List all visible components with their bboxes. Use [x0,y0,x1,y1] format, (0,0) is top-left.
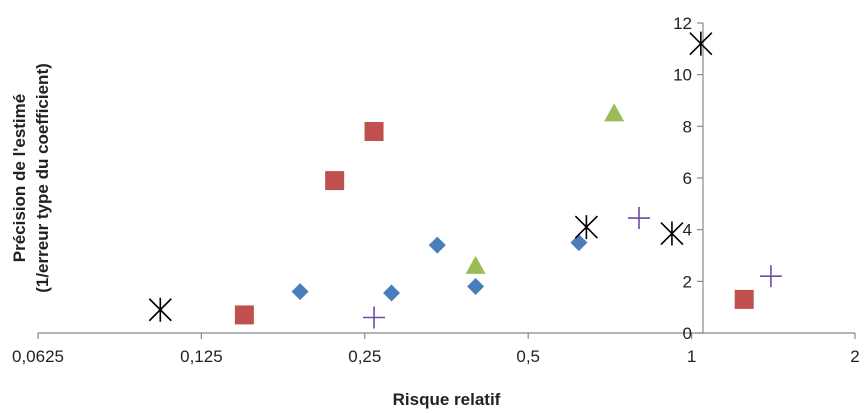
square-point [364,122,384,141]
diamond-point [291,283,309,301]
diamond-point [570,234,588,252]
triangle-point [465,255,486,274]
y-tick-label: 10 [673,66,692,85]
diamond-point [428,236,446,254]
x-tick-label: 0,125 [180,347,223,366]
asterisk-point [574,215,598,240]
plus-point [759,265,782,288]
plus-point [627,207,650,230]
asterisk-point [660,221,684,246]
diamond-point [467,278,485,295]
x-tick-label: 0,0625 [12,347,64,366]
triangle-point [604,103,625,122]
y-tick-label: 0 [683,324,692,343]
plus-point [363,306,386,329]
square-point [325,171,345,191]
square-point [234,305,254,325]
x-tick-label: 2 [850,347,859,366]
data-points [148,31,782,329]
y-axis-title-line-2: (1/erreur type du coefficient) [33,63,52,293]
x-tick-label: 0,5 [516,347,540,366]
x-axis-title: Risque relatif [393,390,501,409]
asterisk-point [148,297,172,322]
y-axis-ticks: 0 2 4 6 8 10 12 [673,14,703,343]
y-tick-label: 2 [683,272,692,291]
y-tick-label: 12 [673,14,692,33]
y-tick-label: 6 [683,169,692,188]
x-axis-ticks: 0,0625 0,125 0,25 0,5 1 2 [12,333,860,366]
y-tick-label: 8 [683,117,692,136]
x-tick-label: 0,25 [348,347,381,366]
diamond-point [383,284,401,302]
square-point [734,289,754,309]
y-axis-title-line-1: Précision de l'estimé [10,94,29,262]
y-tick-label: 4 [683,221,692,240]
asterisk-point [689,31,713,56]
x-tick-label: 1 [687,347,696,366]
